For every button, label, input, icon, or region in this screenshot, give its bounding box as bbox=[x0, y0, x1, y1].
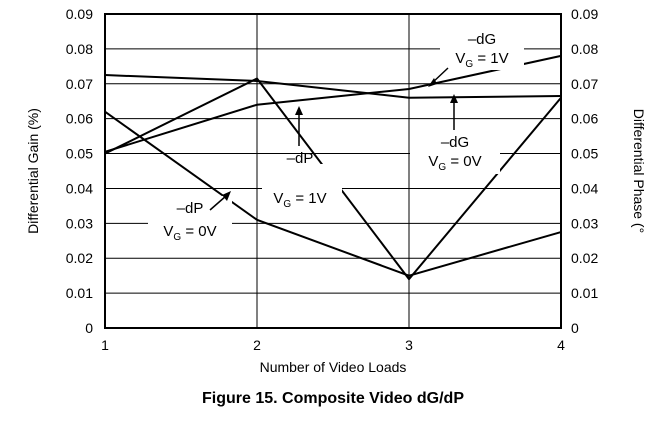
annotation-sub: G bbox=[173, 232, 181, 243]
y-right-tick-label: 0.06 bbox=[571, 111, 598, 127]
series-line-0 bbox=[104, 54, 562, 153]
annotation-line1: –dP bbox=[287, 150, 314, 167]
annotation-bg bbox=[262, 164, 342, 210]
annotation-line1: –dP bbox=[177, 200, 204, 217]
annotation-bg bbox=[440, 28, 524, 70]
y-left-tick-label: 0.07 bbox=[66, 76, 93, 92]
annotation-v: V bbox=[455, 50, 465, 67]
series-line-3 bbox=[104, 110, 562, 277]
arrowhead bbox=[428, 78, 437, 87]
y-right-tick-label: 0.03 bbox=[571, 215, 598, 231]
annotation-line2: VG = 1V bbox=[455, 50, 508, 70]
annotation-line2: VG = 0V bbox=[163, 223, 216, 243]
y-right-tick-label: 0.08 bbox=[571, 41, 598, 57]
x-tick-label: 2 bbox=[253, 337, 261, 353]
y-right-tick-label: 0.07 bbox=[571, 76, 598, 92]
y-right-tick-label: 0.04 bbox=[571, 180, 598, 196]
annotation-dp-1v: –dP VG = 1V bbox=[262, 106, 342, 210]
arrowhead bbox=[450, 94, 458, 103]
annotation-rest: = 1V bbox=[291, 190, 326, 207]
y-right-tick-label: 0 bbox=[571, 320, 579, 336]
x-tick-label: 1 bbox=[101, 337, 109, 353]
annotation-v: V bbox=[428, 153, 438, 170]
y-left-tick-label: 0.05 bbox=[66, 146, 93, 162]
annotation-rest: = 0V bbox=[446, 153, 481, 170]
y-left-tick-label: 0.04 bbox=[66, 180, 93, 196]
arrowhead bbox=[295, 106, 303, 115]
annotation-line1: –dG bbox=[441, 134, 469, 151]
x-tick-label: 4 bbox=[557, 337, 565, 353]
y-right-tick-label: 0.02 bbox=[571, 250, 598, 266]
annotation-rest: = 1V bbox=[473, 50, 508, 67]
annotation-v: V bbox=[273, 190, 283, 207]
annotation-line2: VG = 1V bbox=[273, 190, 326, 210]
x-axis-label: Number of Video Loads bbox=[260, 359, 407, 375]
annotation-rest: = 0V bbox=[181, 223, 216, 240]
annotation-v: V bbox=[163, 223, 173, 240]
annotation-line1: –dG bbox=[468, 31, 496, 48]
y-left-tick-label: 0 bbox=[85, 320, 93, 336]
y-right-tick-label: 0.09 bbox=[571, 6, 598, 22]
y-axis-label-right: Differential Phase (° bbox=[631, 109, 647, 233]
y-left-tick-label: 0.03 bbox=[66, 215, 93, 231]
y-left-tick-label: 0.06 bbox=[66, 111, 93, 127]
annotation-line2: VG = 0V bbox=[428, 153, 481, 173]
y-left-tick-label: 0.02 bbox=[66, 250, 93, 266]
annotation-sub: G bbox=[283, 199, 291, 210]
annotation-dp-0v: –dP VG = 0V bbox=[148, 191, 232, 243]
y-right-tick-label: 0.01 bbox=[571, 285, 598, 301]
annotation-dg-1v: –dG VG = 1V bbox=[428, 28, 524, 87]
y-left-tick-label: 0.08 bbox=[66, 41, 93, 57]
annotation-bg bbox=[410, 128, 500, 174]
y-left-tick-label: 0.09 bbox=[66, 6, 93, 22]
annotation-sub: G bbox=[438, 162, 446, 173]
plot-frame bbox=[104, 13, 562, 329]
x-tick-label: 3 bbox=[405, 337, 413, 353]
y-left-tick-label: 0.01 bbox=[66, 285, 93, 301]
tick-labels: 0 0.01 0.02 0.03 0.04 0.05 0.06 0.07 0.08 0.09 0 0.… bbox=[66, 6, 599, 353]
arrowhead bbox=[222, 191, 231, 201]
annotation-dg-0v: –dG VG = 0V bbox=[410, 94, 500, 174]
y-axis-label-left: Differential Gain (%) bbox=[25, 108, 41, 234]
annotation-arrow bbox=[209, 195, 227, 211]
y-right-tick-label: 0.05 bbox=[571, 146, 598, 162]
annotation-sub: G bbox=[465, 59, 473, 70]
figure-caption: Figure 15. Composite Video dG/dP bbox=[202, 390, 464, 407]
series-line-1 bbox=[104, 74, 562, 99]
